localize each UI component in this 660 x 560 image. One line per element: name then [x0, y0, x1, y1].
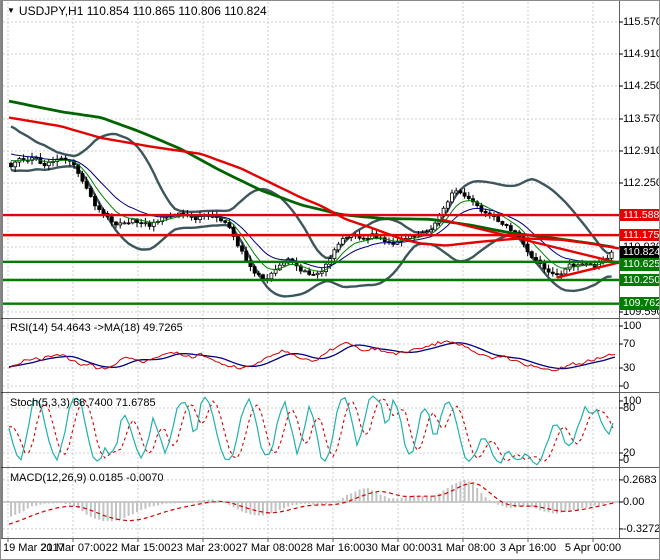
price-tick-label: 112.910 — [623, 144, 660, 157]
ema-fast-line — [10, 158, 612, 272]
stoch-tick-label: 100 — [623, 395, 642, 407]
ema-slow-line — [10, 153, 612, 269]
macd-tick-label: -0.3272 — [623, 522, 660, 535]
time-axis-label: 31 Mar 08:00 — [430, 542, 496, 554]
current-price-badge: 110.824 — [620, 245, 659, 259]
stoch-main-line — [8, 395, 614, 466]
time-axis-label: 5 Apr 00:00 — [564, 542, 622, 554]
bollinger-lower — [10, 165, 612, 298]
rsi-tick-label: 30 — [623, 362, 636, 374]
stoch-tick-label: 0 — [623, 454, 630, 466]
time-axis-label: 28 Mar 16:00 — [300, 542, 366, 554]
price-tick-label: 113.570 — [623, 112, 660, 125]
time-axis-label: 27 Mar 08:00 — [235, 542, 301, 554]
resistance-price-badge: 111.175 — [620, 228, 659, 242]
price-tick-label: 112.250 — [623, 177, 660, 189]
ma-green-line — [8, 99, 615, 249]
macd-indicator-label: MACD(12,26,9) 0.0185 -0.0070 — [10, 472, 164, 484]
chart-title: ▼ USDJPY,H1 110.854 110.865 110.806 110.8… — [7, 4, 267, 18]
rsi-indicator-label: RSI(14) 54.4643 ->MA(18) 49.7265 — [10, 322, 183, 334]
candlesticks — [9, 152, 614, 284]
stoch-tick-label: 80 — [623, 402, 636, 414]
macd-tick-label: 0.00 — [623, 496, 645, 508]
time-axis-label: 21 Mar 07:00 — [40, 542, 106, 554]
ohlc-values: 110.854 110.865 110.806 110.824 — [86, 4, 267, 18]
time-axis-label: 19 Mar 2017 — [3, 542, 65, 554]
macd-histogram — [10, 479, 613, 522]
support-price-badge: 110.250 — [620, 273, 659, 287]
trendline — [556, 261, 619, 279]
time-axis-label: 22 Mar 15:00 — [105, 542, 171, 554]
price-tick-label: 115.570 — [623, 16, 660, 28]
symbol-period-label: USDJPY,H1 — [18, 4, 84, 18]
price-tick-label: 114.250 — [623, 80, 660, 93]
stoch-signal-line — [9, 397, 614, 462]
rsi-tick-label: 0 — [623, 380, 630, 392]
stoch-tick-label: 20 — [623, 447, 636, 459]
rsi-tick-label: 100 — [623, 320, 642, 332]
price-tick-label: 114.910 — [623, 48, 660, 60]
macd-signal-line — [8, 482, 615, 525]
time-axis-label: 23 Mar 23:00 — [170, 542, 236, 554]
bollinger-upper — [10, 125, 612, 260]
grid-lines — [3, 2, 619, 538]
support-price-badge: 109.762 — [620, 297, 659, 310]
support-price-badge: 110.625 — [620, 258, 659, 271]
trendline — [440, 218, 619, 265]
time-axis-label: 3 Apr 16:00 — [499, 542, 557, 554]
rsi-line — [8, 340, 616, 372]
bollinger-bands — [10, 125, 612, 298]
rsi-tick-label: 70 — [623, 338, 636, 350]
resistance-price-badge: 111.588 — [620, 208, 659, 222]
symbol-dropdown-icon[interactable]: ▼ — [7, 6, 15, 15]
macd-tick-label: 0.2683 — [623, 473, 657, 486]
plot-area — [3, 2, 619, 538]
stoch-indicator-label: Stoch(5,3,3) 68.7400 71.6785 — [10, 397, 156, 409]
time-axis-label: 30 Mar 00:00 — [365, 542, 431, 554]
